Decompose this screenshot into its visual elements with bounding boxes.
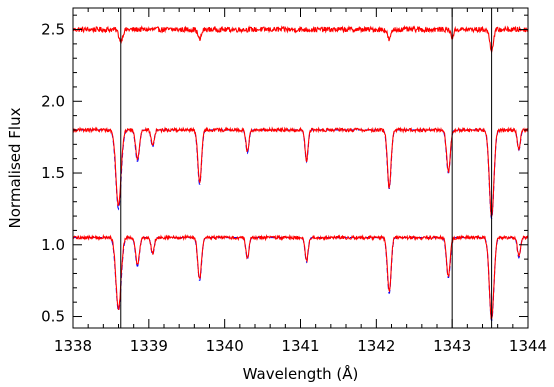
y-tick-label: 2.5 — [41, 21, 65, 39]
y-axis-title: Normalised Flux — [6, 107, 24, 228]
spectrum-series-3 — [73, 237, 528, 321]
spectrum-series-2 — [73, 126, 528, 217]
y-tick-label: 2.0 — [41, 92, 65, 110]
x-tick-label: 1342 — [357, 337, 395, 355]
vertical-lines — [120, 8, 493, 328]
x-axis-title: Wavelength (Å) — [243, 364, 359, 383]
tick-labels: 1338 1339 1340 1341 1342 1343 1344 0.5 1.0 1.5 2.0… — [41, 21, 547, 355]
x-tick-label: 1339 — [130, 337, 168, 355]
plot-frame — [72, 7, 529, 329]
x-tick-label: 1340 — [206, 337, 244, 355]
spectrum-series-0 — [73, 24, 528, 55]
y-tick-label: 1.0 — [41, 236, 65, 254]
series-layer — [73, 24, 528, 321]
spectrum-series-4 — [73, 233, 528, 321]
spectrum-series-1 — [73, 129, 528, 220]
axis-ticks — [72, 8, 529, 328]
y-tick-label: 0.5 — [41, 308, 65, 326]
x-tick-label: 1341 — [281, 337, 319, 355]
x-tick-label: 1338 — [54, 337, 92, 355]
y-tick-label: 1.5 — [41, 164, 65, 182]
x-tick-label: 1344 — [509, 337, 547, 355]
x-tick-label: 1343 — [433, 337, 471, 355]
